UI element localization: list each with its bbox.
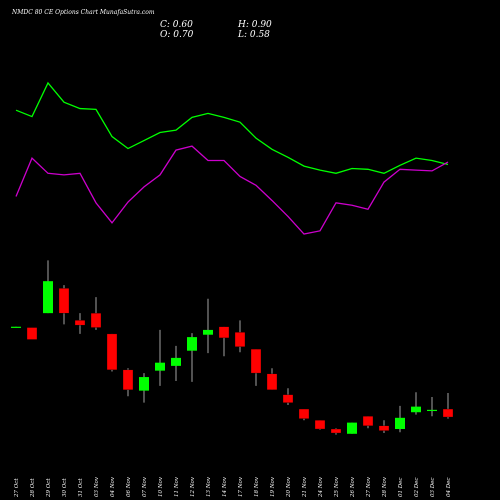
x-tick-label: 13 Nov	[206, 476, 212, 497]
candle-body	[347, 422, 357, 434]
x-tick-label: 12 Nov	[190, 476, 196, 497]
candle-body	[122, 369, 134, 391]
candle-body	[330, 428, 342, 434]
candle-body	[11, 326, 21, 328]
x-tick-label: 30 Oct	[62, 478, 68, 497]
x-tick-label: 31 Oct	[78, 478, 84, 497]
candle-body	[362, 416, 374, 426]
x-tick-label: 28 Nov	[382, 476, 388, 498]
candle-body	[442, 408, 454, 418]
open-label: O: 0.70	[160, 30, 194, 40]
candle-body	[139, 377, 149, 391]
x-tick-label: 03 Dec	[430, 478, 436, 498]
x-tick-label: 04 Dec	[446, 478, 452, 498]
candle-body	[395, 417, 405, 430]
moving-average-line	[15, 81, 449, 174]
candle-body	[250, 348, 262, 374]
x-tick-label: 10 Nov	[158, 476, 164, 497]
candle-body	[411, 406, 421, 413]
candle-body	[74, 320, 86, 326]
x-tick-label: 21 Nov	[302, 476, 308, 498]
x-tick-label: 07 Nov	[142, 476, 148, 497]
x-tick-label: 14 Nov	[222, 476, 228, 497]
x-tick-label: 20 Nov	[286, 476, 292, 498]
candle-body	[314, 420, 326, 430]
x-tick-label: 24 Nov	[318, 476, 324, 498]
candle-body	[90, 312, 102, 328]
x-tick-label: 01 Dec	[398, 478, 404, 498]
candle-body	[26, 327, 38, 340]
candle-body	[106, 333, 118, 371]
x-tick-label: 03 Nov	[94, 476, 100, 497]
candle-body	[282, 394, 294, 403]
candle-body	[298, 408, 310, 419]
low-label: L: 0.58	[237, 30, 270, 40]
x-tick-label: 19 Nov	[270, 476, 276, 497]
candle-body	[378, 425, 390, 431]
chart-title: NMDC 80 CE Options Chart MunafaSutra.com	[11, 9, 155, 16]
x-tick-label: 27 Nov	[366, 476, 372, 498]
x-tick-label: 28 Oct	[30, 478, 36, 498]
x-tick-label: 26 Nov	[350, 476, 356, 498]
candle-body	[266, 373, 278, 391]
x-tick-label: 11 Nov	[174, 476, 180, 497]
candle-body	[187, 337, 197, 351]
close-label: C: 0.60	[160, 20, 193, 30]
candle-body	[155, 362, 165, 371]
x-tick-label: 17 Nov	[238, 476, 244, 497]
candle-body	[203, 329, 213, 335]
candle-body	[43, 281, 53, 314]
candle-body	[218, 326, 230, 339]
candle-body	[427, 409, 437, 412]
moving-average-line	[15, 145, 449, 235]
x-tick-label: 06 Nov	[126, 476, 132, 497]
x-tick-label: 29 Oct	[46, 478, 52, 498]
x-tick-label: 04 Nov	[110, 476, 116, 497]
x-tick-label: 18 Nov	[254, 476, 260, 497]
high-label: H: 0.90	[237, 20, 272, 30]
x-tick-label: 25 Nov	[334, 476, 340, 498]
candle-body	[58, 288, 70, 314]
x-tick-label: 27 Oct	[14, 478, 20, 498]
x-tick-label: 02 Dec	[414, 478, 420, 498]
candle-body	[171, 357, 181, 366]
candle-body	[234, 332, 246, 347]
